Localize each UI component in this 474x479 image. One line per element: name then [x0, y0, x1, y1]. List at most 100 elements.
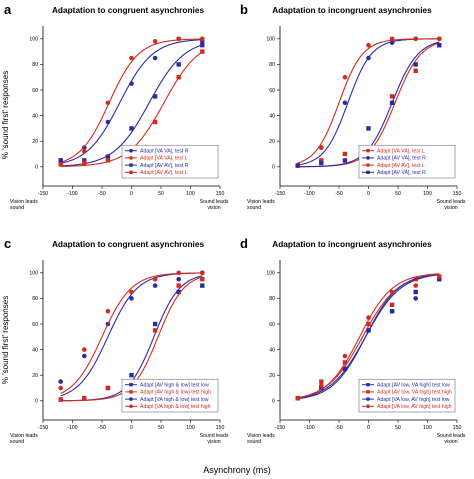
x-tick-label: 150: [216, 425, 225, 431]
data-point-square: [176, 75, 181, 80]
right-end-label: Sound leads: [200, 199, 229, 205]
legend-box: [358, 144, 456, 179]
left-end-label: Vision leads: [247, 433, 275, 439]
legend-marker: [129, 397, 133, 401]
x-tick-label: 0: [130, 191, 133, 197]
legend-entry: Adapt [AV high & low] test low: [140, 383, 209, 389]
data-point-circle: [176, 270, 181, 276]
legend-marker: [129, 148, 133, 153]
x-tick-label: 0: [130, 425, 133, 431]
panels: a Adaptation to congruent asynchronies 0 20…: [4, 2, 466, 445]
data-point-circle: [389, 289, 395, 295]
legend-entry: Adapt [AV AV], test L: [140, 170, 188, 176]
data-point-square: [413, 289, 418, 295]
right-end-label: Sound leads: [200, 433, 229, 439]
data-point-square: [389, 302, 395, 307]
data-point-square: [319, 158, 324, 163]
y-tick-label: 80: [32, 296, 38, 302]
data-point-square: [129, 126, 134, 131]
data-point-circle: [389, 36, 395, 42]
y-tick-label: 40: [269, 113, 275, 119]
legend-entry: Adapt [AV high & low] test high: [140, 390, 211, 396]
data-point-circle: [342, 366, 348, 372]
legend-box: [121, 378, 219, 413]
data-point-square: [366, 126, 371, 131]
legend-entry: Adapt [VA low, AV high] test high: [377, 404, 452, 410]
x-tick-label: 50: [395, 191, 401, 197]
y-tick-label: 20: [32, 373, 38, 379]
data-point-square: [200, 43, 205, 48]
panel-letter: b: [240, 2, 248, 17]
panel-title: Adaptation to congruent asynchronies: [52, 239, 205, 249]
data-point-circle: [82, 149, 87, 154]
y-tick-label: 80: [269, 62, 275, 68]
x-axis-label: Asynchrony (ms): [203, 465, 271, 475]
y-tick-label: 60: [32, 88, 38, 94]
data-point-circle: [129, 55, 134, 61]
data-point-circle: [82, 353, 87, 359]
y-tick-label: 20: [269, 139, 275, 145]
data-point-circle: [389, 40, 395, 45]
x-tick-label: 100: [423, 191, 432, 197]
y-tick-label: 100: [29, 271, 38, 277]
fit-curve: [297, 273, 440, 399]
panel-title: Adaptation to incongruent asynchronies: [272, 239, 432, 249]
x-tick-label: 50: [158, 191, 164, 197]
legend-entry: Adapt [AV VA], test R: [377, 156, 426, 162]
x-tick-label: 50: [158, 425, 164, 431]
y-tick-label: 60: [32, 322, 38, 328]
data-point-circle: [105, 119, 111, 125]
y-tick-label: 20: [32, 139, 38, 145]
data-point-square: [152, 321, 158, 327]
data-point-circle: [58, 385, 63, 391]
right-end-label: vision: [207, 205, 220, 211]
data-point-square: [295, 163, 300, 168]
legend-marker: [366, 156, 370, 160]
legend-entry: Adapt [AV low, VA high] test low: [377, 383, 450, 389]
left-end-label: sound: [10, 439, 24, 445]
data-point-circle: [295, 395, 300, 401]
data-point-circle: [389, 308, 395, 314]
data-point-square: [105, 158, 111, 163]
y-axis-label-upper: % 'sound first' responses: [1, 71, 10, 159]
data-point-square: [319, 379, 324, 384]
data-point-circle: [413, 36, 418, 42]
data-point-square: [152, 119, 158, 125]
x-tick-label: 100: [423, 425, 432, 431]
data-point-circle: [366, 328, 371, 333]
data-point-circle: [319, 383, 324, 388]
y-tick-label: 0: [272, 399, 275, 405]
data-point-square: [129, 373, 134, 378]
data-point-square: [413, 68, 418, 73]
y-tick-label: 0: [35, 399, 38, 405]
data-point-circle: [319, 145, 324, 150]
left-end-label: sound: [10, 205, 24, 211]
data-point-circle: [129, 289, 134, 295]
y-tick-label: 40: [32, 347, 38, 353]
data-point-circle: [129, 296, 134, 301]
legend-marker: [366, 397, 370, 401]
panel-b: b Adaptation to incongruent asynchronies 0…: [240, 2, 466, 211]
data-point-square: [413, 62, 418, 67]
data-point-square: [200, 49, 205, 54]
data-point-circle: [176, 276, 181, 282]
right-end-label: Sound leads: [437, 199, 466, 205]
x-tick-label: -100: [67, 191, 77, 197]
data-point-square: [58, 158, 63, 163]
data-point-circle: [366, 55, 371, 61]
x-tick-label: 150: [453, 425, 462, 431]
left-end-label: sound: [247, 205, 261, 211]
data-point-circle: [413, 296, 418, 301]
data-point-square: [58, 397, 63, 402]
legend-entry: Adapt [AV AV], test R: [140, 163, 189, 169]
y-tick-label: 100: [29, 37, 38, 43]
data-point-circle: [342, 353, 348, 359]
y-tick-label: 80: [32, 62, 38, 68]
x-tick-label: -50: [98, 425, 106, 431]
data-point-circle: [342, 74, 348, 80]
y-tick-label: 0: [272, 165, 275, 171]
data-point-square: [366, 321, 371, 327]
panel-letter: d: [240, 236, 248, 251]
data-point-square: [105, 154, 111, 159]
data-point-circle: [152, 276, 158, 282]
